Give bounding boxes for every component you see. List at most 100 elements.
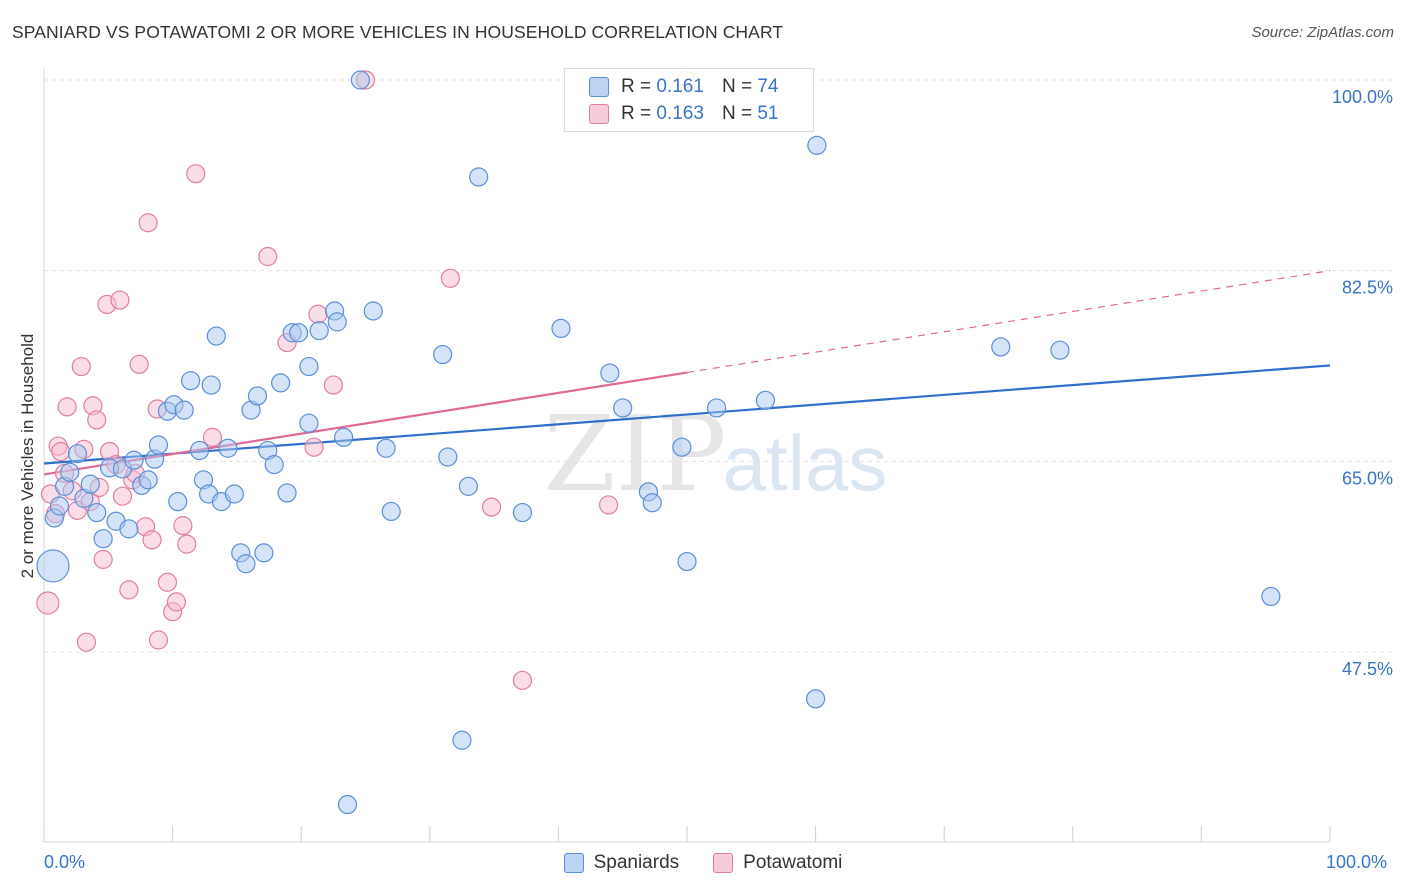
spaniards-point <box>600 363 620 383</box>
potawatomi-point <box>202 427 223 447</box>
spaniards-point <box>438 447 458 467</box>
spaniards-point <box>805 689 826 709</box>
spaniards-point <box>181 371 201 391</box>
spaniards-point <box>299 356 319 377</box>
spaniards-legend-icon <box>563 853 584 873</box>
potawatomi-trend-extension <box>686 270 1331 374</box>
spaniards-point <box>613 398 633 418</box>
spaniards-point <box>334 427 354 447</box>
spaniards-point <box>327 312 347 332</box>
spaniards-point <box>36 549 70 583</box>
spaniards-point <box>138 470 158 490</box>
spaniards-point <box>60 462 80 482</box>
y-tick-label: 65.0% <box>1342 468 1393 488</box>
potawatomi-point <box>142 530 162 550</box>
potawatomi-point <box>173 516 193 536</box>
spaniards-point <box>458 476 478 496</box>
legend-r-value: 0.163 <box>656 103 704 124</box>
potawatomi-point <box>148 630 169 650</box>
axes <box>43 68 1331 843</box>
legend-r-label: R = <box>621 76 652 97</box>
spaniards-point <box>337 794 358 815</box>
potawatomi-point <box>166 592 187 612</box>
potawatomi-point <box>598 495 619 515</box>
stats-legend: R = 0.161 N = 74 R = 0.163 N = 51 <box>564 68 814 132</box>
legend-r-value: 0.161 <box>656 76 704 97</box>
legend-label-potawatomi: Potawatomi <box>743 852 843 873</box>
x-tick-label-min: 0.0% <box>44 852 86 872</box>
spaniards-point <box>299 413 319 433</box>
series-legend: Spaniards Potawatomi <box>0 852 1406 874</box>
spaniards-point <box>236 554 256 574</box>
potawatomi-point <box>76 632 97 652</box>
legend-r-label: R = <box>621 103 652 124</box>
spaniards-point <box>247 386 268 406</box>
legend-row-spaniards: R = 0.161 N = 74 <box>589 75 778 99</box>
watermark-atlas: atlas <box>723 419 888 507</box>
chart-title: SPANIARD VS POTAWATOMI 2 OR MORE VEHICLE… <box>12 22 784 42</box>
spaniards-point <box>119 519 139 539</box>
spaniards-point <box>148 435 169 455</box>
spaniards-point <box>551 318 571 339</box>
spaniards-point <box>224 484 244 504</box>
y-tick-labels: 47.5% 65.0% 82.5% 100.0% <box>1332 87 1393 679</box>
potawatomi-point <box>36 591 60 615</box>
spaniards-point <box>264 455 284 475</box>
spaniards-point <box>363 301 383 321</box>
potawatomi-point <box>440 268 460 288</box>
legend-n-label: N = <box>721 103 753 124</box>
potawatomi-point <box>57 397 77 417</box>
potawatomi-points <box>36 70 696 690</box>
spaniards-point <box>87 502 107 523</box>
potawatomi-point <box>323 375 343 395</box>
potawatomi-point <box>138 213 158 233</box>
spaniards-point <box>469 167 489 187</box>
potawatomi-legend-icon <box>713 853 734 873</box>
spaniards-point <box>672 437 692 457</box>
spaniards-point <box>1261 586 1281 607</box>
spaniards-point <box>124 450 144 470</box>
potawatomi-point <box>93 549 113 569</box>
potawatomi-point <box>110 290 130 310</box>
potawatomi-point <box>258 246 278 267</box>
spaniards-point <box>433 344 453 365</box>
potawatomi-point <box>512 670 532 690</box>
legend-n-label: N = <box>721 76 753 97</box>
spaniards-point <box>190 440 210 461</box>
spaniards-swatch-icon <box>589 77 609 97</box>
spaniards-trend-line <box>43 364 1331 465</box>
spaniards-point <box>376 438 396 458</box>
spaniards-point <box>991 337 1011 357</box>
potawatomi-point <box>71 356 91 377</box>
spaniards-point <box>206 326 226 346</box>
legend-row-potawatomi: R = 0.163 N = 51 <box>589 102 778 126</box>
spaniards-point <box>174 400 194 420</box>
spaniards-point <box>677 551 697 572</box>
spaniards-point <box>201 375 221 395</box>
y-tick-label: 47.5% <box>1342 659 1393 679</box>
potawatomi-point <box>308 304 328 324</box>
potawatomi-point <box>177 534 197 554</box>
potawatomi-point <box>119 580 139 600</box>
legend-n-value: 74 <box>757 76 779 97</box>
potawatomi-point <box>186 164 206 184</box>
potawatomi-point <box>51 441 71 462</box>
spaniards-point <box>67 444 88 464</box>
potawatomi-swatch-icon <box>589 104 609 124</box>
potawatomi-point <box>304 437 324 457</box>
spaniards-points <box>36 70 1281 815</box>
y-tick-label: 100.0% <box>1332 87 1393 107</box>
spaniards-point <box>80 474 100 494</box>
spaniards-point <box>706 398 727 418</box>
legend-item-spaniards[interactable]: Spaniards <box>563 852 679 874</box>
spaniards-point <box>218 438 238 458</box>
spaniards-point <box>512 502 532 523</box>
potawatomi-point <box>112 486 133 506</box>
spaniards-point <box>277 483 297 503</box>
legend-item-potawatomi[interactable]: Potawatomi <box>713 852 842 874</box>
potawatomi-point <box>157 572 178 592</box>
spaniards-point <box>381 501 401 522</box>
potawatomi-point <box>129 354 149 374</box>
spaniards-point <box>168 492 188 512</box>
